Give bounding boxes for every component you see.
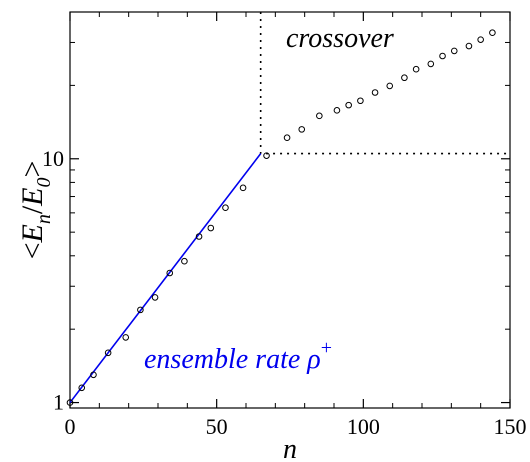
y-tick-label: 1 bbox=[53, 390, 64, 415]
x-tick-label: 100 bbox=[347, 414, 380, 439]
y-label-e1: E bbox=[16, 224, 49, 243]
data-point bbox=[333, 107, 341, 114]
minor-ticks bbox=[70, 11, 510, 408]
y-label-e2: E bbox=[16, 188, 49, 207]
data-point bbox=[181, 257, 188, 265]
ensemble-rate-label: ensemble rate ρ+ bbox=[144, 337, 332, 375]
data-point bbox=[477, 36, 484, 43]
data-point bbox=[316, 112, 323, 120]
ensemble-rate-line bbox=[69, 153, 262, 404]
data-point bbox=[412, 65, 420, 73]
x-axis-label: n bbox=[283, 434, 297, 462]
data-point bbox=[122, 334, 130, 341]
ensemble-rate-text: ensemble rate ρ bbox=[144, 344, 321, 375]
crossover-label: crossover bbox=[286, 23, 394, 54]
data-point bbox=[489, 29, 496, 36]
data-point bbox=[66, 399, 74, 406]
data-point bbox=[427, 60, 435, 68]
ensemble-rate-sup: + bbox=[321, 337, 332, 359]
data-point bbox=[151, 294, 159, 301]
data-point bbox=[357, 97, 364, 105]
plot-frame bbox=[69, 11, 511, 409]
data-point bbox=[371, 89, 379, 96]
data-points bbox=[66, 29, 496, 406]
y-label-close: > bbox=[16, 161, 49, 178]
data-point bbox=[401, 74, 408, 82]
x-tick-label: 150 bbox=[494, 414, 527, 439]
data-point bbox=[263, 152, 270, 159]
data-point bbox=[283, 134, 291, 142]
data-point bbox=[78, 384, 86, 392]
data-point bbox=[345, 101, 352, 109]
data-point bbox=[137, 306, 144, 314]
y-label-sub2: 0 bbox=[33, 178, 55, 188]
y-label-open: < bbox=[16, 243, 49, 260]
data-point bbox=[239, 184, 247, 192]
data-point bbox=[166, 269, 174, 277]
data-point bbox=[104, 349, 112, 357]
data-point bbox=[439, 52, 446, 60]
data-point bbox=[222, 204, 229, 211]
data-point bbox=[465, 42, 473, 50]
data-point bbox=[298, 126, 306, 133]
y-axis-label: <En/E0> bbox=[16, 161, 55, 260]
data-point bbox=[207, 224, 215, 232]
data-point bbox=[450, 47, 458, 55]
y-label-sub1: n bbox=[33, 214, 55, 224]
data-point bbox=[90, 371, 97, 379]
x-tick-label: 0 bbox=[65, 414, 76, 439]
data-point bbox=[386, 82, 394, 90]
x-tick-label: 50 bbox=[206, 414, 228, 439]
y-label-slash: / bbox=[16, 205, 49, 214]
data-point bbox=[195, 233, 203, 240]
y-tick-label: 10 bbox=[42, 146, 64, 171]
